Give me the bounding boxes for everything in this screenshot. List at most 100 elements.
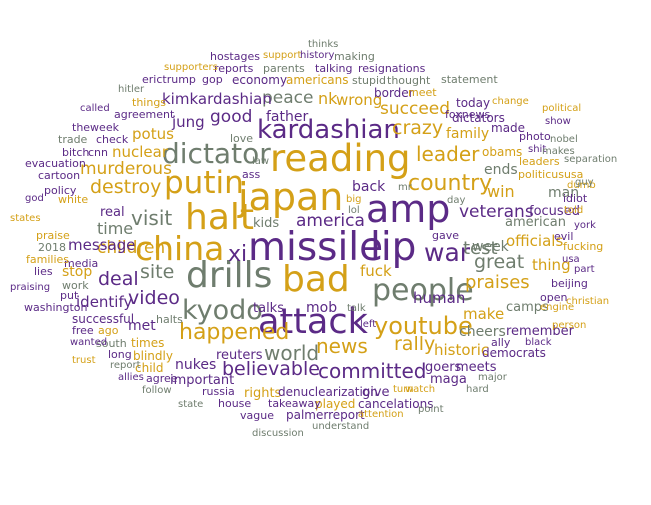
word-veterans: veterans <box>459 202 534 222</box>
word-jung: jung <box>172 113 205 131</box>
word-xi: xi <box>228 242 248 267</box>
word-cnn: cnn <box>88 146 108 159</box>
word-big: big <box>346 194 362 205</box>
word-christian: christian <box>566 296 610 307</box>
word-china: china <box>135 229 225 268</box>
word-obams: obams <box>482 145 523 159</box>
word-attention: attention <box>358 409 404 420</box>
word-world: world <box>264 341 320 365</box>
word-gop: gop <box>202 73 223 86</box>
word-guy: guy <box>575 177 594 188</box>
word-father: father <box>266 109 309 125</box>
word-nobel: nobel <box>550 134 578 145</box>
word-report: report <box>110 360 141 371</box>
word-week: week <box>472 239 509 255</box>
word-rights: rights <box>244 386 282 401</box>
word-played: played <box>315 397 356 411</box>
word-nukes: nukes <box>175 357 217 373</box>
word-child: child <box>135 361 164 375</box>
word-kardashian: kardashian <box>257 115 400 145</box>
word-vague: vague <box>240 409 274 422</box>
word-message: message <box>68 236 136 254</box>
word-kimkardashian: kimkardashian <box>162 90 272 108</box>
word-thinks: thinks <box>308 39 339 50</box>
word-praises: praises <box>465 272 530 293</box>
word-left: left <box>360 319 377 330</box>
word-black: black <box>525 337 552 348</box>
word-peace: peace <box>262 88 314 108</box>
word-identify: identify <box>76 293 133 311</box>
word-house: house <box>218 397 252 410</box>
word-point: point <box>418 404 444 415</box>
word-today: today <box>456 96 491 110</box>
word-politicususa: politicususa <box>518 168 584 181</box>
word-makes: makes <box>542 146 575 157</box>
word-historic: historic <box>434 341 490 359</box>
word-bad: bad <box>282 259 350 300</box>
word-blindly: blindly <box>133 349 173 363</box>
word-lies: lies <box>34 265 53 278</box>
word-news: news <box>316 334 368 358</box>
word-understand: understand <box>312 421 370 432</box>
word-washington: washington <box>24 301 88 314</box>
word-agreement: agreement <box>114 108 175 121</box>
word-engine: engine <box>540 302 575 313</box>
word-fucking: fucking <box>563 240 604 253</box>
word-meets: meets <box>456 360 497 375</box>
word-2018: 2018 <box>38 241 66 254</box>
word-evil: evil <box>554 230 574 243</box>
word-missile: missile <box>248 225 384 270</box>
word-open: open <box>540 291 568 304</box>
word-check: check <box>96 133 129 146</box>
word-part: part <box>574 264 595 275</box>
word-change: change <box>492 96 529 107</box>
word-allies: allies <box>118 372 144 383</box>
word-rally: rally <box>394 333 436 355</box>
word-nuclear: nuclear <box>112 143 169 161</box>
word-talks: talks <box>253 301 284 316</box>
word-separation: separation <box>564 154 618 165</box>
word-talk: talk <box>347 303 366 314</box>
word-ago: ago <box>98 324 119 337</box>
word-gave: gave <box>432 229 460 242</box>
word-evacuation: evacuation <box>25 157 86 170</box>
word-hard: hard <box>466 384 489 395</box>
word-amp: amp <box>366 187 451 231</box>
word-americans: americans <box>286 73 349 87</box>
word-parents: parents <box>263 62 305 75</box>
word-political: political <box>542 103 582 114</box>
word-make: make <box>463 305 505 323</box>
word-love: love <box>230 132 254 145</box>
word-fuck: fuck <box>360 262 392 280</box>
word-visit: visit <box>131 206 173 230</box>
word-dumb: dumb <box>567 180 596 191</box>
word-halts: halts <box>156 313 183 326</box>
word-remember: remember <box>506 324 574 339</box>
word-law: law <box>252 156 270 167</box>
word-put: put <box>60 289 79 302</box>
word-destroy: destroy <box>90 176 162 198</box>
word-history: history <box>300 50 335 61</box>
word-usa: usa <box>562 254 580 265</box>
word-human: human <box>413 289 466 307</box>
word-foxnews: foxnews <box>445 108 491 121</box>
word-things: things <box>132 96 167 109</box>
word-theweek: theweek <box>72 121 119 134</box>
word-stupid: stupid <box>352 74 387 87</box>
word-stop: stop <box>62 264 93 280</box>
word-turn: turn <box>393 384 414 395</box>
word-test: test <box>463 238 498 259</box>
word-ass: ass <box>242 168 261 181</box>
word-beijing: beijing <box>551 277 588 290</box>
word-drills: drills <box>186 255 273 296</box>
word-family: family <box>446 126 490 142</box>
word-praise: praise <box>36 229 70 242</box>
word-ally: ally <box>491 336 511 349</box>
word-policy: policy <box>44 184 77 197</box>
word-cheers: cheers <box>459 324 506 340</box>
word-resignations: resignations <box>358 62 426 75</box>
word-russia: russia <box>202 385 235 398</box>
word-erictrump: erictrump <box>142 73 196 86</box>
word-bitch: bitch <box>62 146 90 159</box>
word-kids: kids <box>253 216 280 231</box>
